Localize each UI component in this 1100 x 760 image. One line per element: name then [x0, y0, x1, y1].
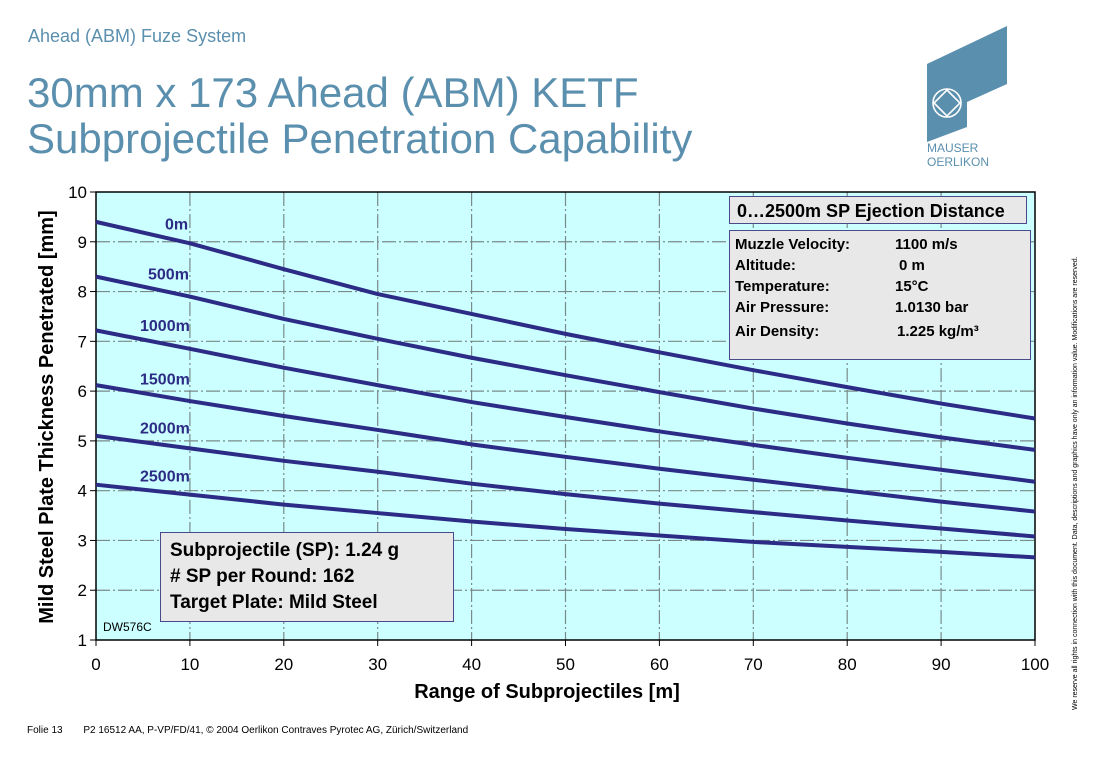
x-tick-label: 90: [932, 655, 951, 674]
tick-labels: 0 10 20 30 40 50 60 70 80 90 100 1 2 3 4 5 6 7 8 9 10: [68, 183, 1049, 674]
y-tick-label: 10: [68, 183, 87, 202]
series-labels: 0m 500m 1000m 1500m 2000m 2500m: [140, 217, 190, 486]
sp-count: # SP per Round: 162: [170, 566, 355, 587]
x-tick-label: 40: [462, 655, 481, 674]
series-line-2500m: [95, 482, 1036, 560]
y-tick-label: 1: [78, 631, 87, 650]
page-title: 30mm x 173 Ahead (ABM) KETF Subprojectil…: [27, 70, 692, 162]
footer: Folie 13 P2 16512 AA, P-VP/FD/41, © 2004…: [27, 725, 486, 736]
y-tick-label: 6: [78, 382, 87, 401]
x-tick-label: 50: [556, 655, 575, 674]
logo-text-2: OERLIKON: [927, 155, 989, 169]
x-tick-label: 100: [1021, 655, 1049, 674]
condition-row: Air Density: 1.225 kg/m³: [735, 321, 1025, 342]
series-lines: [95, 219, 1036, 560]
series-label-0m: 0m: [165, 217, 188, 234]
x-tick-label: 60: [650, 655, 669, 674]
x-tick-label: 80: [838, 655, 857, 674]
condition-value: 1.0130 bar: [895, 299, 969, 316]
condition-value: 15°C: [895, 278, 929, 295]
conditions-box: Muzzle Velocity: 1100 m/s Altitude: 0 m T…: [729, 230, 1031, 360]
series-label-2000m: 2000m: [140, 421, 190, 438]
series-label-2500m: 2500m: [140, 468, 190, 485]
target-plate: Target Plate: Mild Steel: [170, 592, 378, 613]
condition-row: Air Pressure: 1.0130 bar: [735, 297, 1025, 318]
mauser-oerlikon-logo: MAUSER OERLIKON: [922, 24, 1022, 174]
x-axis-label: Range of Subprojectiles [m]: [414, 681, 680, 703]
axes: [90, 191, 1036, 646]
series-label-1500m: 1500m: [140, 372, 190, 389]
document-reference: P2 16512 AA, P-VP/FD/41, © 2004 Oerlikon…: [83, 725, 469, 736]
rights-notice: We reserve all rights in connection with…: [1072, 256, 1079, 710]
condition-value: 1.225 kg/m³: [897, 323, 979, 340]
y-axis-label: Mild Steel Plate Thickness Penetrated [m…: [36, 210, 58, 623]
y-tick-label: 2: [78, 581, 87, 600]
series-line-0m: [95, 219, 1036, 421]
y-tick-label: 7: [78, 332, 87, 351]
mauser-oerlikon-logo-icon: MAUSER OERLIKON: [927, 26, 1007, 169]
sp-mass: Subprojectile (SP): 1.24 g: [170, 540, 400, 561]
title-line-1: 30mm x 173 Ahead (ABM) KETF: [27, 69, 639, 116]
y-tick-label: 4: [78, 482, 87, 501]
logo-text-1: MAUSER: [927, 141, 979, 155]
condition-label: Temperature:: [735, 278, 830, 295]
series-label-500m: 500m: [148, 267, 189, 284]
y-tick-label: 9: [78, 233, 87, 252]
series-line-500m: [95, 274, 1036, 452]
subprojectile-info-box: Subprojectile (SP): 1.24 g # SP per Roun…: [160, 532, 454, 622]
condition-row: Temperature: 15°C: [735, 276, 1025, 297]
series-line-1000m: [95, 328, 1036, 484]
x-tick-label: 70: [744, 655, 763, 674]
series-label-1000m: 1000m: [140, 318, 190, 335]
slide-number: Folie 13: [27, 725, 63, 736]
condition-value: 1100 m/s: [895, 236, 958, 253]
condition-label: Altitude:: [735, 257, 796, 274]
y-tick-label: 5: [78, 432, 87, 451]
x-tick-label: 30: [368, 655, 387, 674]
x-tick-label: 20: [274, 655, 293, 674]
series-line-1500m: [95, 383, 1036, 514]
ejection-distance-box: 0…2500m SP Ejection Distance: [729, 196, 1027, 224]
title-line-2: Subprojectile Penetration Capability: [27, 115, 693, 162]
condition-row: Muzzle Velocity: 1100 m/s: [735, 234, 1025, 255]
series-line-2000m: [95, 433, 1036, 539]
x-tick-label: 0: [91, 655, 100, 674]
x-tick-label: 10: [180, 655, 199, 674]
drawing-code: DW576C: [103, 620, 152, 634]
condition-label: Air Pressure:: [735, 299, 830, 316]
condition-label: Muzzle Velocity:: [735, 236, 851, 253]
y-tick-label: 8: [78, 283, 87, 302]
condition-row: Altitude: 0 m: [735, 255, 1025, 276]
y-tick-label: 3: [78, 531, 87, 550]
section-kicker: Ahead (ABM) Fuze System: [28, 26, 247, 46]
condition-label: Air Density:: [735, 323, 820, 340]
condition-value: 0 m: [899, 257, 925, 274]
